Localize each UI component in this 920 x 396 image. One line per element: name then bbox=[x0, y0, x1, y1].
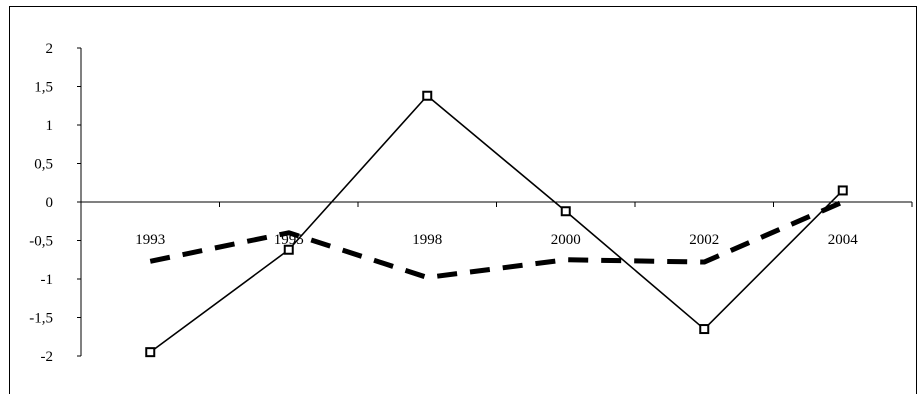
y-tick-label: 0,5 bbox=[34, 157, 53, 173]
y-tick-label: -1 bbox=[41, 272, 54, 288]
x-tick-label: 2000 bbox=[551, 232, 581, 248]
series-1-point bbox=[145, 347, 156, 358]
y-tick-label: -2 bbox=[41, 349, 54, 365]
x-tick-label: 1998 bbox=[412, 232, 442, 248]
y-tick-label: 1 bbox=[46, 118, 54, 134]
y-tick-label: 2 bbox=[46, 41, 54, 57]
y-tick-label: -1,5 bbox=[29, 311, 53, 327]
series-1-point bbox=[837, 185, 848, 196]
series-1-point bbox=[560, 206, 571, 217]
series-1-line bbox=[149, 94, 844, 353]
x-tick-label: 2004 bbox=[828, 232, 859, 248]
chart-frame bbox=[9, 6, 917, 394]
x-tick-label: 1993 bbox=[135, 232, 165, 248]
y-tick-label: -0,5 bbox=[29, 234, 53, 250]
series-1-point bbox=[699, 324, 710, 335]
y-tick-label: 1,5 bbox=[34, 80, 53, 96]
series-2-line bbox=[149, 199, 844, 280]
series-1-point bbox=[283, 244, 294, 255]
series-1-point bbox=[422, 90, 433, 101]
y-tick-label: 0 bbox=[46, 195, 54, 211]
x-tick-label: 2002 bbox=[689, 232, 719, 248]
